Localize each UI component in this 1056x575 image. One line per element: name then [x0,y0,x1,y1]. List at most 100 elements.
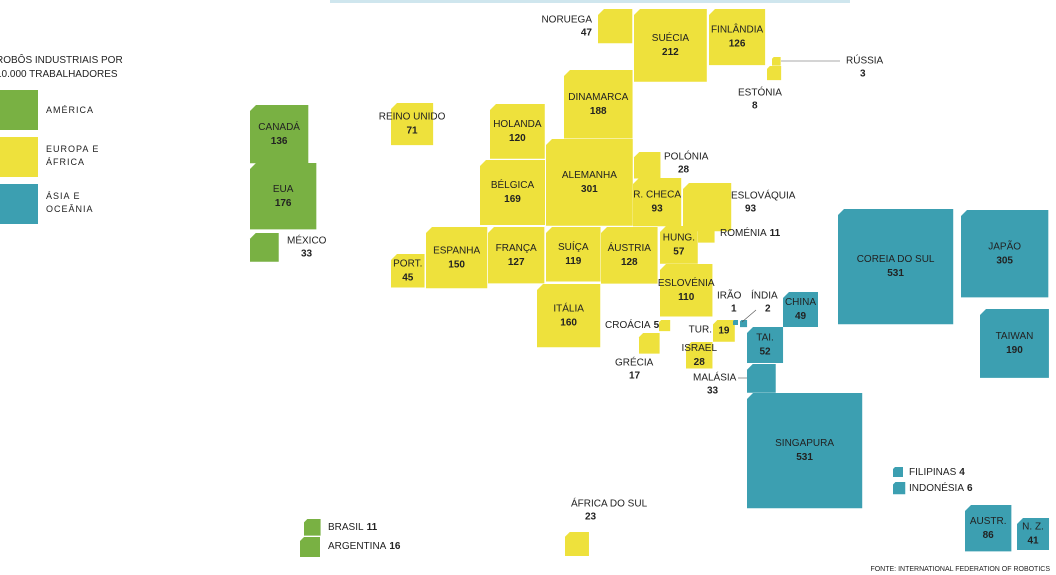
country-value: 49 [795,311,807,322]
country-value: 41 [1027,536,1039,547]
country-square [683,183,732,232]
country-square [565,532,589,556]
country-name: GRÉCIA [615,356,654,369]
country-value: 301 [581,184,598,195]
country-square [838,209,954,325]
country-name: N. Z. [1022,522,1044,533]
country-value: 128 [621,257,638,268]
country-square [634,9,707,82]
country-value: 11 [770,228,781,239]
country-name: ESPANHA [433,245,480,256]
country-value: 6 [967,483,973,494]
country-square [601,227,658,284]
country-name: FILIPINAS [909,467,957,478]
country-label: INDONÉSIA 6 [909,481,973,494]
country-value: 188 [590,106,607,117]
country-square [893,482,906,495]
country-value: 531 [796,452,813,463]
country-value: 4 [959,467,965,478]
country-value: 52 [759,347,771,358]
country-value: 120 [509,133,526,144]
country-name: SUÉCIA [652,31,690,44]
country-value: 93 [745,204,757,215]
country-name: AUSTR. [970,516,1007,527]
country-square [772,57,781,66]
legend-label: EUROPA E ÁFRICA [46,144,100,167]
country-name: MALÁSIA [693,371,737,384]
country-square [250,233,279,262]
country-name: CANADÁ [258,120,300,133]
country-square [537,284,601,348]
country-name: SUÍÇA [558,240,589,253]
country-name: ITÁLIA [553,301,584,314]
country-name: IRÃO [717,289,742,302]
country-square [733,320,738,325]
country-name: SINGAPURA [775,438,834,449]
country-square [480,160,545,225]
country-square [391,103,434,146]
leader-line [741,309,757,323]
country-value: 110 [678,292,695,303]
country-square [300,537,320,557]
country-square [660,226,698,264]
country-value: 136 [271,136,288,147]
country-value: 5 [654,320,660,331]
country-square [633,178,682,227]
country-value: 160 [560,317,577,328]
legend-swatch [0,90,38,130]
country-value: 126 [729,39,746,50]
country-value: 45 [402,272,414,283]
country-name: BRASIL [328,522,364,533]
country-name: CROÁCIA [605,318,651,331]
country-value: 531 [887,268,904,279]
country-square [698,226,715,243]
country-name: DINAMARCA [568,92,628,103]
country-square [709,9,766,66]
country-square [740,320,748,328]
country-square [893,467,903,477]
country-name: TAI. [756,333,774,344]
country-value: 8 [752,101,758,112]
country-label: FILIPINAS 4 [909,467,965,478]
country-name: TUR. [689,325,712,336]
country-square [747,327,784,364]
country-name: ROMÉNIA [720,226,767,239]
legend-swatch [0,137,38,177]
country-value: 57 [673,247,685,258]
country-value: 33 [301,249,313,260]
country-square [965,505,1012,552]
country-name: ALEMANHA [562,170,617,181]
country-name: FRANÇA [496,243,537,254]
country-square [634,152,661,179]
country-square [598,9,633,44]
country-name: JAPÃO [988,239,1021,252]
country-value: 1 [731,304,737,315]
country-value: 176 [275,198,292,209]
country-square [659,320,671,332]
country-value: 16 [389,541,401,552]
country-square [660,264,713,317]
country-label: BRASIL 11 [328,522,378,533]
country-name: HUNG. [663,233,695,244]
country-value: 33 [707,386,719,397]
country-square [980,309,1049,378]
country-square [304,519,321,536]
country-value: 11 [367,522,378,533]
country-square [546,139,633,226]
country-name: ÁFRICA DO SUL [571,497,648,510]
country-name: ESLOVÁQUIA [731,189,796,202]
country-square [250,163,317,230]
country-value: 2 [765,304,771,315]
country-square [783,292,818,327]
country-value: 127 [508,257,525,268]
country-square [747,393,863,509]
country-name: ARGENTINA [328,541,387,552]
country-value: 23 [585,512,597,523]
country-value: 86 [983,530,995,541]
country-name: REINO UNIDO [379,112,446,123]
country-value: 119 [565,256,582,267]
country-name: HOLANDA [493,119,542,130]
country-name: CHINA [785,297,816,308]
country-name: FINLÂNDIA [711,23,764,36]
